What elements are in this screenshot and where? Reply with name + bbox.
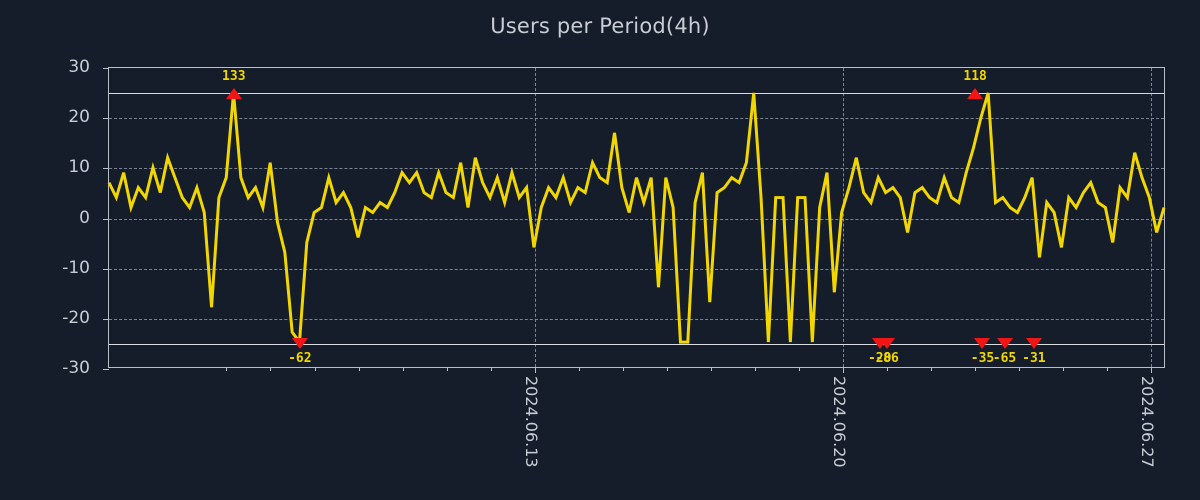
x-tick-mark-minor [490, 367, 492, 371]
gridline-vertical [843, 68, 845, 367]
x-tick-mark-minor [887, 367, 889, 371]
y-tick-mark [103, 268, 109, 270]
chart-title: Users per Period(4h) [490, 14, 710, 38]
reference-line [109, 93, 1164, 95]
y-tick-label: 10 [68, 157, 90, 178]
reference-line [109, 343, 1164, 345]
x-tick-label: 2024.06.20 [830, 376, 850, 468]
y-tick-mark [103, 218, 109, 220]
anomaly-label: 133 [222, 69, 246, 85]
x-tick-mark-minor [1107, 367, 1109, 371]
y-tick-label: 20 [68, 107, 90, 128]
y-tick-mark [103, 168, 109, 170]
anomaly-label: -62 [288, 350, 312, 366]
anomaly-label: -31 [1022, 350, 1046, 366]
y-tick-mark [103, 118, 109, 120]
anomaly-marker-down[interactable] [974, 337, 991, 349]
x-tick-mark-minor [358, 367, 360, 371]
anomaly-label: -35 [970, 350, 995, 366]
anomaly-label: -65 [992, 350, 1017, 366]
plot-area: 133 -62 -20 -86 118 -35 -65 -31 [103, 67, 1166, 373]
y-tick-label: 0 [79, 207, 90, 228]
anomaly-marker-down[interactable] [1025, 337, 1042, 349]
gridline-horizontal [109, 218, 1164, 220]
anomaly-label: -86 [875, 350, 899, 366]
series-polyline [107, 92, 1166, 347]
y-tick-label: -30 [62, 358, 90, 378]
x-tick-mark-minor [534, 367, 536, 371]
anomaly-marker-down[interactable] [879, 337, 896, 349]
gridline-horizontal [109, 168, 1164, 170]
anomaly-marker-down[interactable] [996, 337, 1013, 349]
anomaly-marker-down[interactable] [291, 337, 308, 349]
x-tick-label: 2024.06.27 [1138, 376, 1158, 468]
x-tick-mark-minor [578, 367, 580, 371]
y-tick-mark [103, 369, 109, 370]
x-tick-mark-minor [710, 367, 712, 371]
x-tick-mark-minor [1151, 367, 1153, 371]
gridline-horizontal [109, 268, 1164, 270]
x-tick-mark-minor [402, 367, 404, 371]
y-tick-label: -20 [62, 307, 90, 328]
anomaly-label: -20 [867, 350, 892, 366]
x-tick-mark-minor [798, 367, 800, 371]
x-tick-mark-minor [843, 367, 845, 371]
anomaly-label: 118 [963, 69, 987, 85]
x-tick-mark-minor [754, 367, 756, 371]
gridline-horizontal [109, 118, 1164, 120]
y-tick-label: 30 [68, 57, 90, 77]
x-tick-mark-minor [270, 367, 272, 371]
anomaly-marker-up[interactable] [225, 88, 242, 100]
y-tick-mark [103, 68, 109, 69]
x-tick-mark-minor [314, 367, 316, 371]
anomaly-marker-up[interactable] [967, 88, 984, 100]
gridline-vertical [1151, 68, 1153, 367]
x-tick-mark-minor [1019, 367, 1021, 371]
x-tick-mark-minor [666, 367, 668, 371]
x-tick-mark-minor [622, 367, 624, 371]
y-tick-label: -10 [62, 257, 90, 278]
x-tick-mark-minor [226, 367, 228, 371]
gridline-vertical [534, 68, 536, 367]
x-tick-mark-minor [975, 367, 977, 371]
gridline-horizontal [109, 318, 1164, 320]
series-line [107, 92, 1166, 347]
x-tick-mark-minor [446, 367, 448, 371]
x-tick-mark-minor [1063, 367, 1065, 371]
x-tick-mark-minor [931, 367, 933, 371]
x-tick-label: 2024.06.13 [521, 376, 541, 468]
y-tick-mark [103, 318, 109, 320]
